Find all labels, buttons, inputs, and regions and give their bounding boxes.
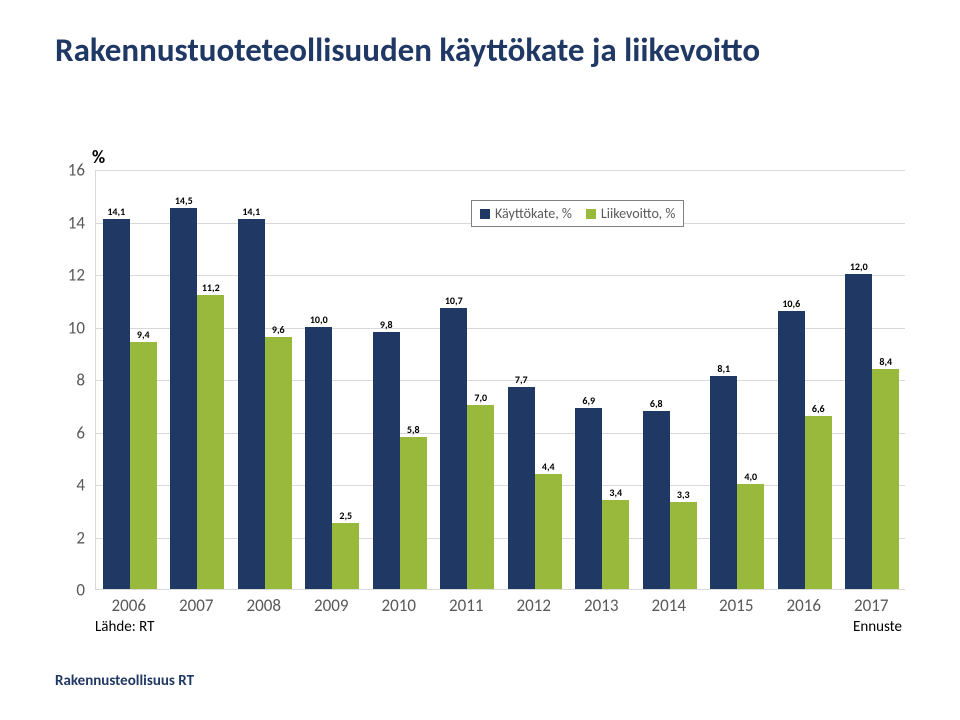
- bar-data-label: 14,5: [175, 194, 193, 207]
- x-tick-label: 2009: [314, 595, 348, 616]
- bar-data-label: 14,1: [107, 205, 125, 218]
- plot-area: 14,19,414,511,214,19,610,02,59,85,810,77…: [95, 170, 905, 590]
- legend-item-liikevoitto: Liikevoitto, %: [586, 205, 675, 222]
- bar-data-label: 9,8: [380, 318, 393, 331]
- chart-title: Rakennustuoteteollisuuden käyttökate ja …: [55, 32, 905, 70]
- bar-data-label: 10,6: [782, 297, 800, 310]
- bar: 14,5: [170, 208, 197, 589]
- bar-data-label: 8,4: [879, 355, 892, 368]
- bar: 12,0: [845, 274, 872, 589]
- bar-data-label: 12,0: [850, 260, 868, 273]
- bar-data-label: 14,1: [242, 205, 260, 218]
- bar-data-label: 3,3: [677, 488, 690, 501]
- bar-data-label: 6,6: [812, 402, 825, 415]
- bar: 7,0: [467, 405, 494, 589]
- bar: 10,0: [305, 327, 332, 590]
- y-tick-label: 0: [76, 580, 85, 601]
- x-tick-label: 2014: [652, 595, 686, 616]
- bar: 8,1: [710, 376, 737, 589]
- y-tick-label: 8: [76, 370, 85, 391]
- bar-data-label: 7,7: [515, 373, 528, 386]
- y-tick-label: 16: [68, 160, 85, 181]
- x-tick-label: 2016: [787, 595, 821, 616]
- bar-group: 8,14,0: [704, 170, 772, 589]
- y-axis: 0246810121416: [55, 170, 90, 590]
- bar-group: 12,08,4: [839, 170, 907, 589]
- legend-swatch-kayttokate: [480, 209, 490, 219]
- chart: 0246810121416 14,19,414,511,214,19,610,0…: [55, 170, 905, 590]
- legend-swatch-liikevoitto: [586, 209, 596, 219]
- bar: 11,2: [197, 295, 224, 589]
- bar: 14,1: [238, 219, 265, 589]
- slide: Rakennustuoteteollisuuden käyttökate ja …: [0, 0, 960, 720]
- bar: 9,8: [373, 332, 400, 589]
- bar: 9,6: [265, 337, 292, 589]
- legend: Käyttökate, % Liikevoitto, %: [471, 200, 684, 227]
- bar-group: 10,77,0: [434, 170, 502, 589]
- x-tick-label: 2007: [179, 595, 213, 616]
- bar-data-label: 6,9: [582, 394, 595, 407]
- bar: 4,4: [535, 474, 562, 590]
- bar-data-label: 9,4: [137, 328, 150, 341]
- bar-group: 10,66,6: [771, 170, 839, 589]
- bar: 6,8: [643, 411, 670, 590]
- bar: 7,7: [508, 387, 535, 589]
- bar-data-label: 4,0: [744, 470, 757, 483]
- source-text: Lähde: RT: [95, 618, 154, 636]
- bar-group: 6,83,3: [636, 170, 704, 589]
- bar-data-label: 7,0: [474, 391, 487, 404]
- bar-group: 9,85,8: [366, 170, 434, 589]
- x-tick-label: 2006: [112, 595, 146, 616]
- unit-label: %: [92, 146, 105, 168]
- bar-data-label: 10,0: [310, 313, 328, 326]
- x-tick-label: 2012: [517, 595, 551, 616]
- bar: 3,4: [602, 500, 629, 589]
- bar-data-label: 5,8: [407, 423, 420, 436]
- bar-data-label: 11,2: [202, 281, 220, 294]
- y-tick-label: 4: [76, 475, 85, 496]
- y-tick-label: 2: [76, 527, 85, 548]
- x-tick-label: 2010: [382, 595, 416, 616]
- bar: 2,5: [332, 523, 359, 589]
- y-tick-label: 12: [68, 265, 85, 286]
- legend-label-kayttokate: Käyttökate, %: [495, 205, 572, 222]
- bar-group: 14,19,4: [96, 170, 164, 589]
- bar-data-label: 6,8: [650, 397, 663, 410]
- forecast-text: Ennuste: [853, 618, 902, 636]
- y-tick-label: 14: [68, 212, 85, 233]
- bar: 5,8: [400, 437, 427, 589]
- bars-container: 14,19,414,511,214,19,610,02,59,85,810,77…: [96, 170, 905, 589]
- bar-data-label: 8,1: [717, 362, 730, 375]
- bar-data-label: 4,4: [542, 460, 555, 473]
- bar: 6,9: [575, 408, 602, 589]
- bar-data-label: 9,6: [272, 323, 285, 336]
- bar-data-label: 10,7: [445, 294, 463, 307]
- x-tick-label: 2015: [719, 595, 753, 616]
- bar-group: 14,19,6: [231, 170, 299, 589]
- x-tick-label: 2017: [854, 595, 888, 616]
- bar: 3,3: [670, 502, 697, 589]
- x-tick-label: 2013: [584, 595, 618, 616]
- bar-group: 10,02,5: [299, 170, 367, 589]
- bar: 10,7: [440, 308, 467, 589]
- bar-group: 7,74,4: [501, 170, 569, 589]
- footer-text: Rakennusteollisuus RT: [55, 672, 194, 690]
- bar: 14,1: [103, 219, 130, 589]
- legend-item-kayttokate: Käyttökate, %: [480, 205, 572, 222]
- bar: 10,6: [778, 311, 805, 589]
- bar: 4,0: [737, 484, 764, 589]
- bar-data-label: 2,5: [339, 509, 352, 522]
- y-tick-label: 10: [68, 317, 85, 338]
- bar: 6,6: [805, 416, 832, 589]
- y-tick-label: 6: [76, 422, 85, 443]
- bar-group: 14,511,2: [164, 170, 232, 589]
- bar-data-label: 3,4: [609, 486, 622, 499]
- x-tick-label: 2011: [449, 595, 483, 616]
- bar: 9,4: [130, 342, 157, 589]
- bar: 8,4: [872, 369, 899, 590]
- x-tick-label: 2008: [247, 595, 281, 616]
- bar-group: 6,93,4: [569, 170, 637, 589]
- legend-label-liikevoitto: Liikevoitto, %: [601, 205, 675, 222]
